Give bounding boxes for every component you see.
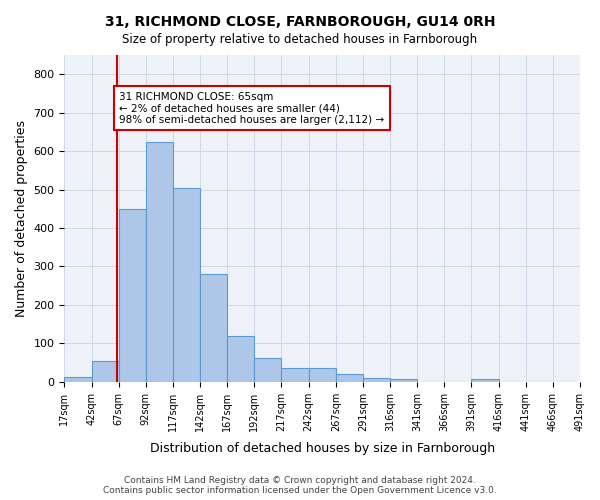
Bar <box>146 142 173 382</box>
Bar <box>254 358 281 382</box>
Bar <box>472 378 499 382</box>
Bar <box>227 336 254 382</box>
Y-axis label: Number of detached properties: Number of detached properties <box>15 120 28 317</box>
Text: Size of property relative to detached houses in Farnborough: Size of property relative to detached ho… <box>122 32 478 46</box>
Bar <box>363 378 390 382</box>
X-axis label: Distribution of detached houses by size in Farnborough: Distribution of detached houses by size … <box>149 442 495 455</box>
Text: 31 RICHMOND CLOSE: 65sqm
← 2% of detached houses are smaller (44)
98% of semi-de: 31 RICHMOND CLOSE: 65sqm ← 2% of detache… <box>119 92 385 124</box>
Bar <box>336 374 363 382</box>
Bar <box>390 378 417 382</box>
Bar <box>281 368 308 382</box>
Bar <box>92 360 119 382</box>
Bar <box>64 377 92 382</box>
Bar <box>173 188 200 382</box>
Text: Contains HM Land Registry data © Crown copyright and database right 2024.
Contai: Contains HM Land Registry data © Crown c… <box>103 476 497 495</box>
Text: 31, RICHMOND CLOSE, FARNBOROUGH, GU14 0RH: 31, RICHMOND CLOSE, FARNBOROUGH, GU14 0R… <box>105 15 495 29</box>
Bar <box>119 209 146 382</box>
Bar <box>308 368 336 382</box>
Bar <box>200 274 227 382</box>
